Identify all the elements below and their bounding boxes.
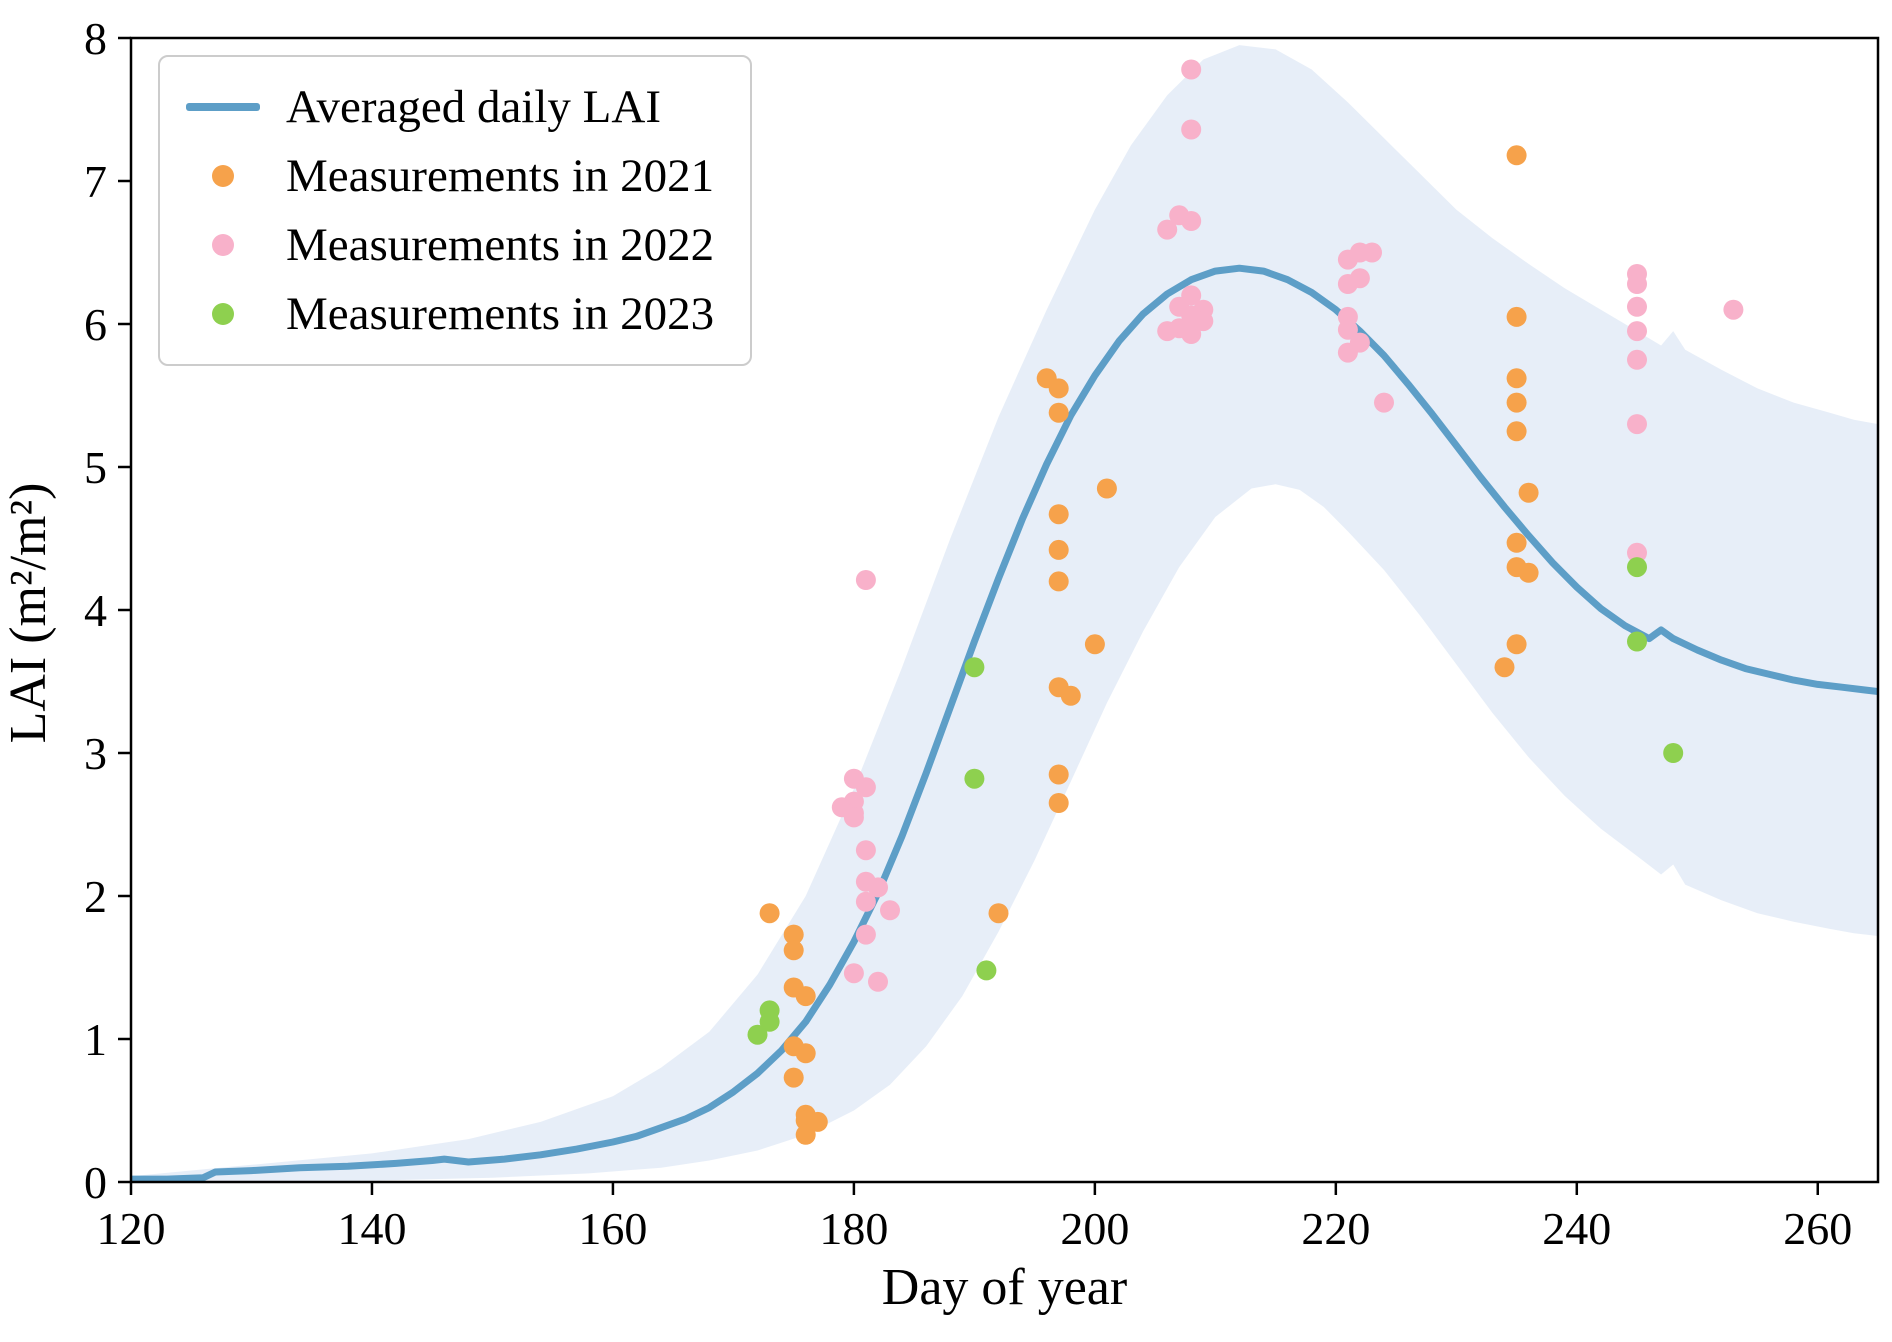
y-tick-label: 7: [84, 156, 107, 207]
scatter-measurements-in-2023: [747, 557, 1684, 1045]
y-axis-label: LAI (m²/m²): [0, 482, 57, 744]
legend-label-measurements-2021: Measurements in 2021: [286, 150, 715, 202]
y-tick-label: 5: [84, 442, 107, 493]
legend-dot-swatch-2023: [186, 303, 260, 325]
line-sample-icon: [186, 103, 260, 111]
legend-label-measurements-2023: Measurements in 2023: [286, 288, 715, 340]
y-tick-label: 2: [84, 871, 107, 922]
scatter-measurements-in-2022: [831, 59, 1744, 992]
orange-dot-icon: [212, 165, 234, 187]
x-tick-label: 140: [337, 1203, 406, 1254]
y-tick-label: 8: [84, 13, 107, 64]
pink-dot-icon: [212, 234, 234, 256]
x-tick-label: 160: [578, 1203, 647, 1254]
legend-line-swatch: [186, 103, 260, 111]
y-tick-label: 1: [84, 1014, 107, 1065]
legend-item-measurements-2023: Measurements in 2023: [186, 284, 714, 344]
legend-item-measurements-2022: Measurements in 2022: [186, 215, 714, 275]
x-axis-label: Day of year: [881, 1259, 1128, 1316]
green-dot-icon: [212, 303, 234, 325]
x-tick-label: 260: [1783, 1203, 1852, 1254]
x-tick-label: 120: [97, 1203, 166, 1254]
legend-dot-swatch-2022: [186, 234, 260, 256]
y-tick-label: 3: [84, 728, 107, 779]
y-tick-label: 6: [84, 299, 107, 350]
chart-legend: Averaged daily LAI Measurements in 2021 …: [158, 55, 753, 366]
scatter-measurements-in-2021: [759, 145, 1539, 1145]
legend-label-averaged-daily-lai: Averaged daily LAI: [286, 81, 661, 133]
x-tick-label: 180: [819, 1203, 888, 1254]
legend-label-measurements-2022: Measurements in 2022: [286, 219, 715, 271]
legend-dot-swatch-2021: [186, 165, 260, 187]
y-tick-label: 0: [84, 1157, 107, 1208]
x-tick-label: 240: [1542, 1203, 1611, 1254]
tick-labels: 120 140 160 180 200 220 240 260 0 1 2 3 4 5 6 7 8: [84, 13, 1852, 1254]
x-tick-label: 220: [1301, 1203, 1370, 1254]
x-tick-label: 200: [1060, 1203, 1129, 1254]
legend-item-averaged-daily-lai: Averaged daily LAI: [186, 77, 714, 137]
legend-item-measurements-2021: Measurements in 2021: [186, 146, 714, 206]
confidence-band: [131, 45, 1878, 1182]
y-tick-label: 4: [84, 585, 107, 636]
axis-ticks: [118, 36, 1820, 1195]
